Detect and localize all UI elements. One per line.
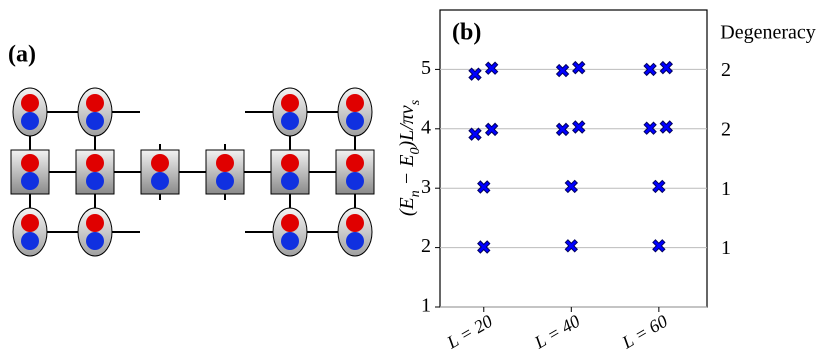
blue-site (151, 172, 169, 190)
point (659, 60, 674, 75)
panel-label: (b) (452, 20, 481, 46)
red-site (21, 214, 39, 232)
red-site (86, 214, 104, 232)
red-site (346, 154, 364, 172)
red-site (86, 94, 104, 112)
blue-site (346, 232, 364, 250)
degeneracy-value: 1 (721, 178, 731, 200)
blue-site (21, 112, 39, 130)
y-tick-label: 2 (421, 235, 431, 257)
point (564, 239, 579, 253)
plot-frame (439, 9, 708, 308)
y-tick-label: 4 (421, 116, 431, 138)
tensor-diagram (10, 87, 375, 257)
point (477, 180, 491, 194)
blue-site (86, 232, 104, 250)
blue-site (346, 172, 364, 190)
red-site (151, 154, 169, 172)
x-tick-label: L = 60 (618, 311, 671, 353)
red-site (281, 214, 299, 232)
red-site (216, 154, 234, 172)
red-site (281, 154, 299, 172)
blue-site (86, 112, 104, 130)
blue-site (281, 112, 299, 130)
point (564, 179, 579, 194)
y-tick-label: 5 (421, 57, 431, 79)
red-site (346, 214, 364, 232)
blue-site (86, 172, 104, 190)
point (652, 239, 666, 253)
blue-site (281, 172, 299, 190)
x-tick-label: L = 20 (443, 311, 496, 353)
red-site (281, 94, 299, 112)
degeneracy-title: Degeneracy (720, 22, 816, 44)
degeneracy-value: 1 (721, 237, 731, 259)
y-tick-label: 3 (421, 176, 431, 198)
point (652, 179, 666, 194)
blue-site (281, 232, 299, 250)
red-site (21, 94, 39, 112)
point (572, 60, 586, 75)
y-tick-label: 1 (421, 295, 431, 317)
red-site (346, 94, 364, 112)
blue-site (346, 112, 364, 130)
point (659, 120, 674, 134)
point (572, 120, 586, 134)
point (477, 240, 491, 254)
point (468, 127, 482, 141)
point (555, 63, 570, 78)
blue-site (21, 172, 39, 190)
point (555, 122, 570, 137)
point (468, 67, 482, 81)
x-tick-label: L = 40 (530, 311, 583, 353)
red-site (86, 154, 104, 172)
y-axis-label: (En − E0)L/πvs (396, 99, 423, 216)
red-site (21, 154, 39, 172)
point (484, 61, 499, 75)
blue-site (216, 172, 234, 190)
point (643, 62, 657, 77)
point (643, 121, 657, 135)
degeneracy-value: 2 (721, 118, 731, 140)
panel-label: (a) (8, 42, 36, 68)
point (484, 122, 499, 137)
blue-site (21, 232, 39, 250)
degeneracy-value: 2 (721, 59, 731, 81)
